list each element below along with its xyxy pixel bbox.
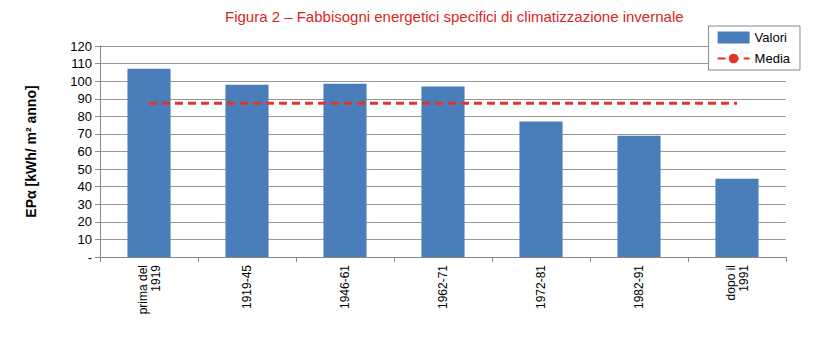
svg-text:120: 120 (70, 39, 92, 54)
svg-text:1972-81: 1972-81 (534, 265, 548, 309)
svg-text:40: 40 (78, 179, 92, 194)
svg-text:20: 20 (78, 214, 92, 229)
svg-text:70: 70 (78, 126, 92, 141)
svg-text:1982-91: 1982-91 (632, 265, 646, 309)
svg-text:Media: Media (755, 51, 791, 66)
svg-text:Valori: Valori (755, 30, 787, 45)
svg-text:1919-45: 1919-45 (240, 265, 254, 309)
svg-text:80: 80 (78, 109, 92, 124)
svg-text:1991: 1991 (737, 265, 751, 292)
svg-text:60: 60 (78, 144, 92, 159)
svg-text:1962-71: 1962-71 (436, 265, 450, 309)
svg-text:90: 90 (78, 91, 92, 106)
svg-text:50: 50 (78, 162, 92, 177)
svg-text:Figura 2 – Fabbisogni energeti: Figura 2 – Fabbisogni energetici specifi… (225, 8, 684, 25)
svg-text:EPα [kWh/ m² anno]: EPα [kWh/ m² anno] (23, 85, 39, 217)
svg-text:dopo il: dopo il (724, 265, 738, 300)
svg-text:-: - (88, 250, 92, 265)
svg-text:30: 30 (78, 197, 92, 212)
svg-text:100: 100 (70, 74, 92, 89)
svg-text:110: 110 (71, 56, 92, 71)
svg-text:prima del: prima del (136, 265, 150, 314)
svg-text:1919: 1919 (149, 265, 163, 292)
svg-text:1946-61: 1946-61 (338, 265, 352, 309)
svg-text:10: 10 (78, 232, 92, 247)
